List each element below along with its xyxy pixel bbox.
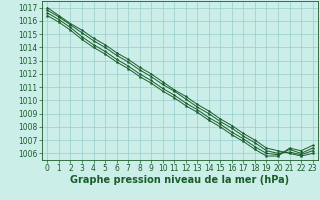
X-axis label: Graphe pression niveau de la mer (hPa): Graphe pression niveau de la mer (hPa) <box>70 175 290 185</box>
